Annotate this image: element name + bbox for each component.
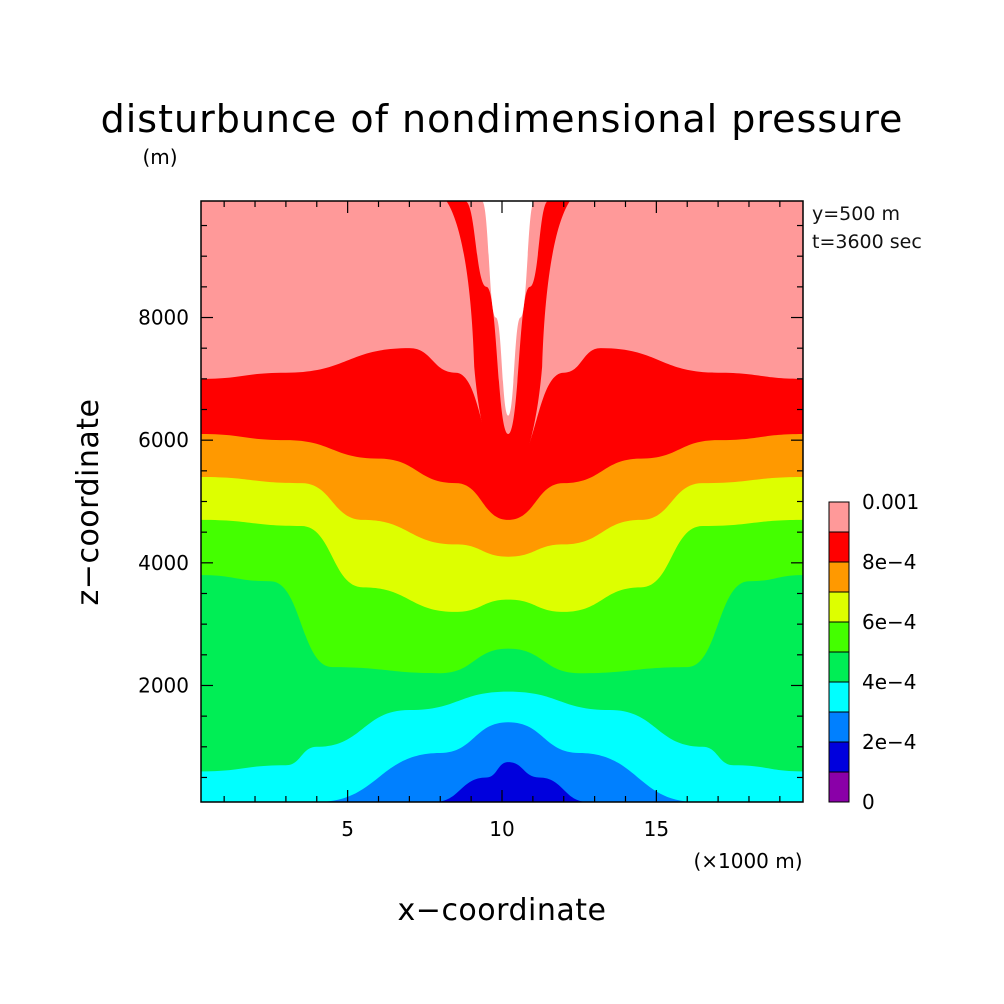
y-axis-ticks: 2000 4000 6000 8000: [138, 224, 803, 779]
x-tick-label: 5: [341, 817, 354, 841]
legend-swatch: [828, 621, 850, 653]
legend-swatch: [828, 561, 850, 593]
legend-label: 4e−4: [862, 670, 917, 694]
y-tick-label: 2000: [138, 673, 189, 697]
legend-swatch: [828, 651, 850, 683]
legend-label: 2e−4: [862, 730, 917, 754]
legend-label: 0.001: [862, 490, 919, 514]
y-tick-label: 8000: [138, 306, 189, 330]
legend-label: 0: [862, 790, 875, 814]
annotation-y-position: y=500 m: [812, 203, 900, 225]
x-tick-label: 10: [489, 817, 514, 841]
legend-swatch: [828, 771, 850, 803]
legend-swatch: [828, 591, 850, 623]
x-tick-label: 15: [644, 817, 669, 841]
legend-swatch: [828, 711, 850, 743]
legend-label: 6e−4: [862, 610, 917, 634]
x-axis-unit: (×1000 m): [693, 849, 802, 873]
legend-swatch: [828, 681, 850, 713]
legend-swatch: [828, 741, 850, 773]
contour-bands: [201, 201, 803, 802]
y-tick-label: 4000: [138, 551, 189, 575]
annotation-time: t=3600 sec: [812, 231, 922, 253]
color-legend: 0 2e−4 4e−4 6e−4 8e−4 0.001: [828, 490, 919, 814]
band-0000-0001: [434, 762, 589, 802]
x-axis-title: x−coordinate: [398, 893, 607, 928]
y-axis-unit: (m): [142, 145, 177, 169]
band-0001-0002: [201, 722, 803, 802]
chart-title: disturbunce of nondimensional pressure: [101, 97, 904, 141]
y-axis-title: z−coordinate: [71, 399, 106, 606]
legend-label: 8e−4: [862, 550, 917, 574]
x-axis-ticks: 5 10 15: [223, 201, 781, 841]
y-tick-label: 6000: [138, 428, 189, 452]
legend-swatch: [828, 531, 850, 563]
plume-white-core: [481, 201, 535, 416]
legend-swatch: [828, 501, 850, 533]
